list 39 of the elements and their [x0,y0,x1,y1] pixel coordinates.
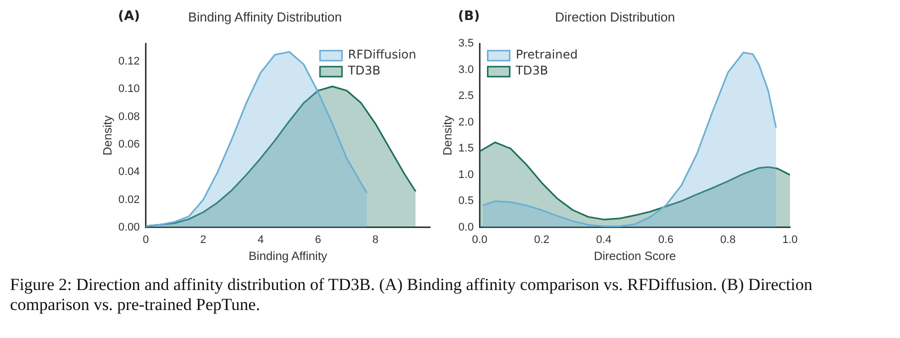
legend-label: TD3B [514,64,548,78]
x-tick-label: 0.8 [720,234,736,246]
legend-label: RFDiffusion [348,48,416,62]
y-tick-label: 0.04 [118,166,140,178]
x-tick-label: 0.4 [596,234,612,246]
chart-title: Binding Affinity Distribution [188,9,342,24]
y-axis-title: Density [100,115,115,156]
text: (B) [458,8,480,24]
x-tick-label: 6 [314,234,322,246]
x-axis-title: Binding Affinity [248,249,328,264]
y-tick-label: 0.0 [458,221,474,234]
y-tick-label: 0.02 [118,194,140,206]
x-tick-label: 0.2 [534,234,550,246]
y-axis-title: Density [440,115,455,156]
x-tick-label: 0 [142,234,149,246]
y-tick-label: 3.0 [458,64,474,76]
y-tick-label: 0.08 [118,110,140,123]
y-tick-label: 1.5 [458,142,474,155]
y-tick-label: 1.0 [458,168,474,181]
x-tick-label: 2 [200,234,206,246]
y-tick-label: 0.5 [458,195,474,208]
y-tick-label: 0.12 [118,56,140,68]
y-tick-label: 3.5 [458,38,474,50]
y-tick-label: 0.10 [118,83,140,96]
x-tick-label: 0.6 [658,234,674,246]
caption: Figure 2: Direction and affinity distribution of TD3B. (A) Binding affinity comparison vs. RFDiffusion. (B) Direction comparison vs. pre-trained PepTune. [10,275,814,315]
chart-title: Direction Distribution [555,9,675,24]
y-tick-label: 2.0 [458,116,474,128]
x-tick-label: 8 [372,234,379,246]
y-tick-label: 2.5 [458,90,474,102]
x-tick-label: 4 [258,234,264,246]
legend-label: TD3B [347,64,380,78]
x-axis-title: Direction Score [594,249,676,264]
y-tick-label: 0.06 [118,138,140,151]
x-tick-label: 0.0 [472,234,488,246]
text: (A) [118,8,140,24]
x-tick-label: 1.0 [782,234,798,246]
legend-label: Pretrained [516,48,578,62]
y-tick-label: 0.00 [118,221,140,234]
